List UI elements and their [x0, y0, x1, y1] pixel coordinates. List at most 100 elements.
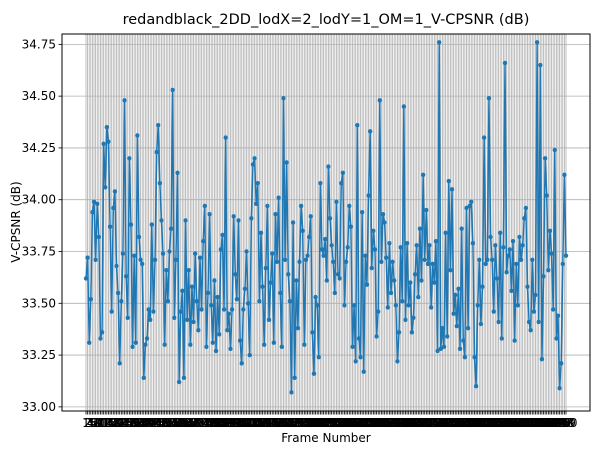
x-tick-label: 103	[238, 416, 261, 430]
x-tick-label: 221	[428, 416, 451, 430]
data-point	[509, 288, 514, 294]
x-tick-label: 259	[489, 416, 512, 430]
data-point	[371, 228, 376, 233]
data-point	[486, 96, 492, 101]
x-tick-label: 166	[339, 416, 362, 430]
x-tick-label: 294	[545, 416, 568, 430]
x-tick-label: 12	[96, 416, 111, 430]
x-tick-label: 129	[280, 416, 303, 430]
data-point	[239, 361, 244, 366]
data-point	[289, 390, 294, 395]
data-point	[268, 280, 273, 285]
data-point	[387, 241, 392, 246]
x-tick-label: 233	[447, 416, 470, 430]
data-point	[321, 253, 326, 258]
x-tick-label: 86	[215, 416, 230, 430]
data-point	[478, 321, 484, 327]
x-tick-label: 145	[306, 416, 329, 430]
x-tick-label: 66	[183, 416, 198, 430]
x-tick-label: 40	[141, 416, 156, 430]
data-point	[494, 276, 500, 281]
x-tick-label: 51	[159, 416, 174, 430]
x-tick-label: 36	[135, 416, 150, 430]
data-point	[314, 303, 320, 308]
data-point	[457, 346, 463, 352]
x-tick-label: 57	[168, 416, 183, 430]
x-tick-label: 125	[274, 416, 297, 430]
data-point	[355, 122, 360, 128]
data-point	[558, 361, 564, 366]
x-tick-label: 270	[506, 416, 529, 430]
data-point	[292, 375, 297, 381]
data-point	[329, 243, 334, 248]
x-tick-label: 142	[301, 416, 324, 430]
x-tick-label: 228	[439, 416, 462, 430]
x-tick-label: 31	[127, 416, 142, 430]
data-point	[392, 278, 397, 283]
x-tick-label: 241	[460, 416, 483, 430]
x-tick-label: 59	[171, 416, 186, 430]
x-tick-label: 95	[229, 416, 244, 430]
data-point	[446, 178, 452, 184]
x-tick-label: 260	[490, 416, 513, 430]
data-point	[485, 257, 490, 262]
data-point	[168, 226, 174, 231]
data-point	[327, 216, 333, 221]
x-tick-label: 29	[123, 416, 138, 430]
x-tick-label: 19	[107, 416, 122, 430]
data-point	[340, 170, 346, 175]
x-tick-label: 2	[84, 416, 92, 430]
data-point	[115, 290, 121, 296]
data-point	[90, 209, 95, 215]
data-point	[549, 251, 554, 256]
data-point	[469, 199, 474, 204]
x-tick-label: 239	[457, 416, 480, 430]
x-tick-label: 101	[235, 416, 258, 430]
x-tick-label: 54	[163, 416, 178, 430]
data-point	[363, 253, 368, 258]
x-tick-label: 94	[228, 416, 243, 430]
x-tick-label: 146	[307, 416, 330, 430]
data-point	[382, 220, 387, 225]
x-tick-label: 227	[437, 416, 460, 430]
data-point	[555, 313, 561, 318]
x-tick-label: 264	[497, 416, 520, 430]
x-tick-label: 147	[309, 416, 332, 430]
data-point	[191, 319, 196, 325]
x-tick-label: 27	[120, 416, 135, 430]
x-tick-label: 225	[434, 416, 457, 430]
x-tick-label: 171	[347, 416, 370, 430]
data-point	[139, 261, 145, 267]
data-point	[531, 309, 537, 314]
x-tick-label: 175	[354, 416, 377, 430]
data-point	[489, 257, 495, 262]
data-point	[403, 317, 408, 323]
data-point	[369, 265, 374, 271]
x-tick-label: 193	[383, 416, 406, 430]
data-point	[303, 257, 309, 262]
data-point	[213, 348, 219, 354]
data-point	[502, 60, 508, 66]
data-point	[464, 205, 469, 211]
data-point	[409, 330, 415, 335]
x-tick-label: 179	[360, 416, 383, 430]
x-tick-label: 46	[151, 416, 166, 430]
x-tick-label: 20	[109, 416, 124, 430]
data-point	[525, 284, 530, 289]
data-point	[234, 296, 240, 302]
x-tick-label: 222	[429, 416, 452, 430]
x-tick-label: 181	[364, 416, 387, 430]
x-tick-label: 248	[471, 416, 494, 430]
data-point	[385, 305, 391, 310]
data-point	[265, 203, 270, 209]
x-tick-label: 203	[399, 416, 422, 430]
x-tick-label: 81	[207, 416, 222, 430]
x-tick-label: 89	[220, 416, 235, 430]
data-point	[351, 303, 357, 308]
data-point	[419, 278, 424, 283]
x-tick-label: 6	[90, 416, 98, 430]
x-tick-label: 173	[351, 416, 374, 430]
x-tick-label: 282	[526, 416, 549, 430]
data-point	[445, 334, 450, 339]
data-point	[522, 216, 527, 221]
